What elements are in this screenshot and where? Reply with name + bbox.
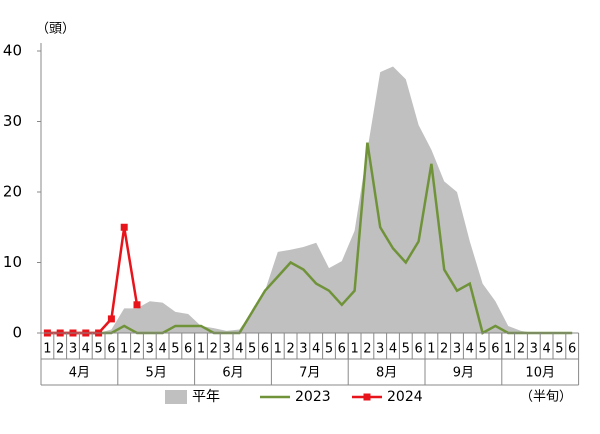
x-tick-label: 5 (478, 342, 486, 357)
y-axis-label: （頭） (36, 22, 75, 37)
x-tick-label: 6 (568, 342, 576, 357)
legend-label: 平年 (192, 389, 220, 405)
area (47, 66, 573, 333)
x-tick-label: 5 (248, 342, 256, 357)
x-tick-label: 6 (414, 342, 422, 357)
x-tick-label: 2 (363, 342, 371, 357)
y-tick-label: 10 (3, 253, 22, 271)
marker (107, 315, 115, 323)
x-tick-label: 2 (286, 342, 294, 357)
x-tick-label: 6 (338, 342, 346, 357)
x-tick-label: 5 (402, 342, 410, 357)
x-tick-label: 4 (82, 342, 90, 357)
x-tick-label: 6 (107, 342, 115, 357)
month-label: 9月 (453, 366, 474, 381)
legend-label: 2023 (295, 389, 331, 405)
x-tick-label: 1 (197, 342, 205, 357)
x-tick-label: 2 (517, 342, 525, 357)
legend-marker (363, 393, 371, 401)
x-tick-label: 3 (376, 342, 384, 357)
y-tick-label: 20 (3, 183, 22, 201)
x-tick-label: 5 (325, 342, 333, 357)
x-tick-label: 2 (56, 342, 64, 357)
y-tick-label: 40 (3, 42, 22, 60)
x-tick-label: 1 (43, 342, 51, 357)
x-tick-label: 6 (491, 342, 499, 357)
y-tick-label: 30 (3, 112, 22, 130)
x-tick-label: 4 (158, 342, 166, 357)
x-tick-label: 3 (222, 342, 230, 357)
x-tick-label: 3 (146, 342, 154, 357)
x-tick-label: 3 (530, 342, 538, 357)
y-tick-label: 0 (12, 324, 22, 342)
legend-swatch (165, 390, 187, 404)
month-label: 5月 (146, 366, 167, 381)
x-tick-label: 1 (427, 342, 435, 357)
month-label: 10月 (525, 366, 555, 381)
x-tick-label: 5 (555, 342, 563, 357)
marker (133, 301, 141, 309)
month-label: 6月 (222, 366, 243, 381)
x-tick-label: 4 (389, 342, 397, 357)
x-tick-label: 2 (133, 342, 141, 357)
x-tick-label: 3 (69, 342, 77, 357)
x-tick-label: 3 (299, 342, 307, 357)
x-tick-label: 4 (312, 342, 320, 357)
marker (120, 223, 128, 231)
x-tick-label: 1 (120, 342, 128, 357)
x-tick-label: 5 (171, 342, 179, 357)
x-tick-label: 4 (466, 342, 474, 357)
x-tick-label: 3 (453, 342, 461, 357)
month-label: 8月 (376, 366, 397, 381)
x-tick-label: 4 (542, 342, 550, 357)
legend-label: 2024 (387, 389, 423, 405)
x-tick-label: 6 (184, 342, 192, 357)
x-tick-label: 6 (261, 342, 269, 357)
x-tick-label: 4 (235, 342, 243, 357)
x-tick-label: 1 (274, 342, 282, 357)
x-tick-label: 1 (350, 342, 358, 357)
month-label: 7月 (299, 366, 320, 381)
x-tick-label: 1 (504, 342, 512, 357)
month-label: 4月 (69, 366, 90, 381)
x-tick-label: 5 (94, 342, 102, 357)
x-tick-label: 2 (210, 342, 218, 357)
x-tick-label: 2 (440, 342, 448, 357)
x-axis-label: （半旬） (520, 390, 572, 405)
series-line (47, 142, 573, 335)
